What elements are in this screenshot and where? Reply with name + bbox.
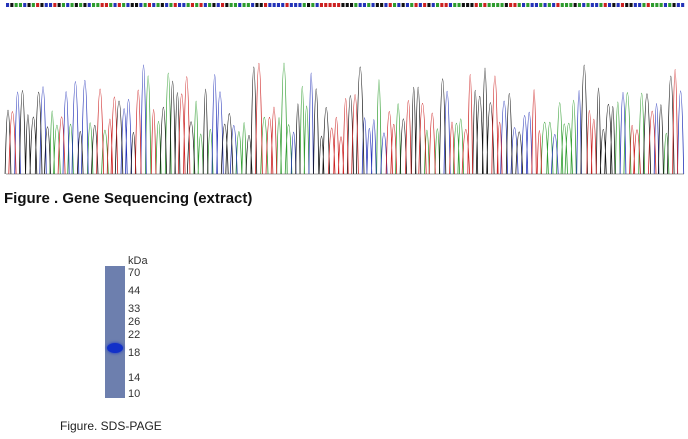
gel-lane	[105, 266, 125, 398]
marker-label: 33	[128, 303, 141, 315]
gene-sequencing-caption: Figure . Gene Sequencing (extract)	[4, 190, 253, 207]
marker-label: 44	[128, 285, 141, 297]
sds-page-caption: Figure. SDS-PAGE	[60, 419, 162, 433]
marker-label: 10	[128, 388, 141, 400]
trace-C	[14, 64, 685, 175]
trace-T	[8, 62, 679, 175]
trace-A	[49, 62, 670, 175]
base-call-strip	[6, 3, 685, 7]
protein-band	[107, 343, 123, 353]
marker-label: 26	[128, 316, 141, 328]
marker-label: 70	[128, 267, 141, 279]
sequencing-chromatogram	[4, 3, 685, 175]
marker-label: 18	[128, 347, 141, 359]
marker-label: 14	[128, 372, 141, 384]
marker-label: 22	[128, 329, 141, 341]
marker-unit-label: kDa	[128, 255, 148, 267]
trace-G	[4, 64, 675, 175]
